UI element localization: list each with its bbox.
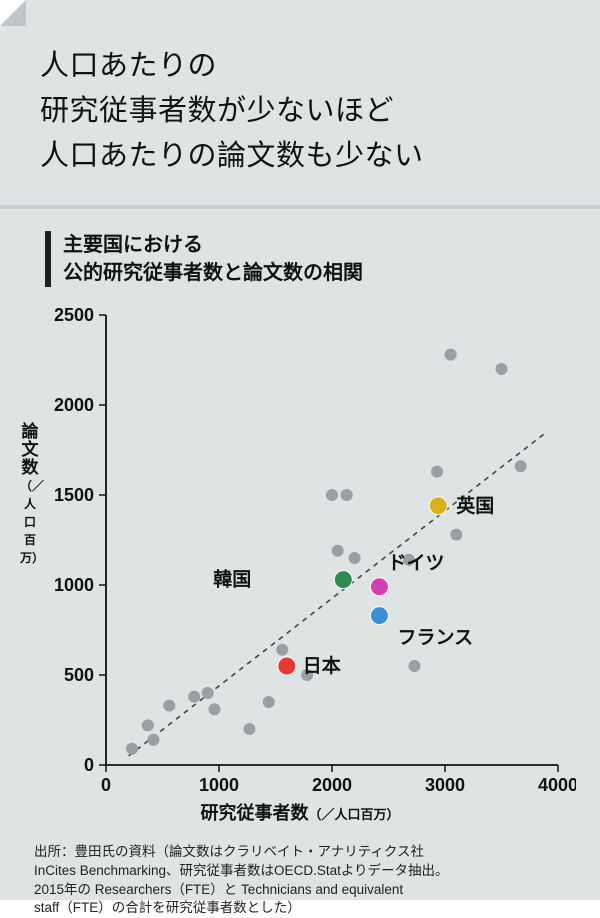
label-germany: ドイツ bbox=[387, 553, 444, 574]
subtitle: 主要国における公的研究従事者数と論文数の相関 bbox=[63, 231, 363, 287]
svg-text:2500: 2500 bbox=[54, 305, 94, 325]
label-uk: 英国 bbox=[456, 494, 494, 517]
point-france bbox=[370, 606, 388, 624]
infographic-card: 人口あたりの研究従事者数が少ないほど人口あたりの論文数も少ない 主要国における公… bbox=[0, 0, 600, 900]
corner-fold-icon bbox=[0, 0, 26, 26]
y-axis-label: 論文数 （／人口百万） bbox=[20, 423, 40, 566]
svg-text:4000: 4000 bbox=[538, 775, 576, 795]
svg-text:1000: 1000 bbox=[54, 575, 94, 595]
svg-text:1000: 1000 bbox=[199, 775, 239, 795]
svg-text:1500: 1500 bbox=[54, 485, 94, 505]
subtitle-block: 主要国における公的研究従事者数と論文数の相関 bbox=[0, 209, 600, 297]
svg-text:500: 500 bbox=[64, 665, 94, 685]
subtitle-bar-icon bbox=[45, 231, 51, 287]
point-korea bbox=[334, 570, 352, 588]
x-axis-label-unit: （／人口百万） bbox=[308, 807, 399, 822]
point-uk bbox=[429, 497, 447, 515]
point-germany bbox=[370, 578, 388, 596]
svg-text:2000: 2000 bbox=[312, 775, 352, 795]
label-france: フランス bbox=[397, 627, 473, 648]
svg-text:0: 0 bbox=[101, 775, 111, 795]
svg-text:3000: 3000 bbox=[425, 775, 465, 795]
x-axis-label: 研究従事者数（／人口百万） bbox=[24, 799, 576, 825]
label-korea: 韓国 bbox=[213, 567, 251, 590]
chart-svg: 0 1000 2000 3000 4000 0 500 1000 1500 2000 2500 日本 韓… bbox=[24, 303, 576, 833]
y-axis-label-main: 論文数 bbox=[22, 422, 39, 477]
headline: 人口あたりの研究従事者数が少ないほど人口あたりの論文数も少ない bbox=[0, 0, 600, 205]
point-japan bbox=[278, 657, 296, 675]
svg-text:0: 0 bbox=[84, 755, 94, 775]
source-note: 出所：豊田氏の資料（論文数はクラリベイト・アナリティクス社InCites Ben… bbox=[0, 833, 600, 918]
label-japan: 日本 bbox=[303, 654, 341, 677]
x-axis-label-main: 研究従事者数 bbox=[200, 803, 308, 823]
svg-text:2000: 2000 bbox=[54, 395, 94, 415]
scatter-chart: 論文数 （／人口百万） 0 1000 2000 3000 4000 0 500 1000 150… bbox=[24, 303, 576, 833]
